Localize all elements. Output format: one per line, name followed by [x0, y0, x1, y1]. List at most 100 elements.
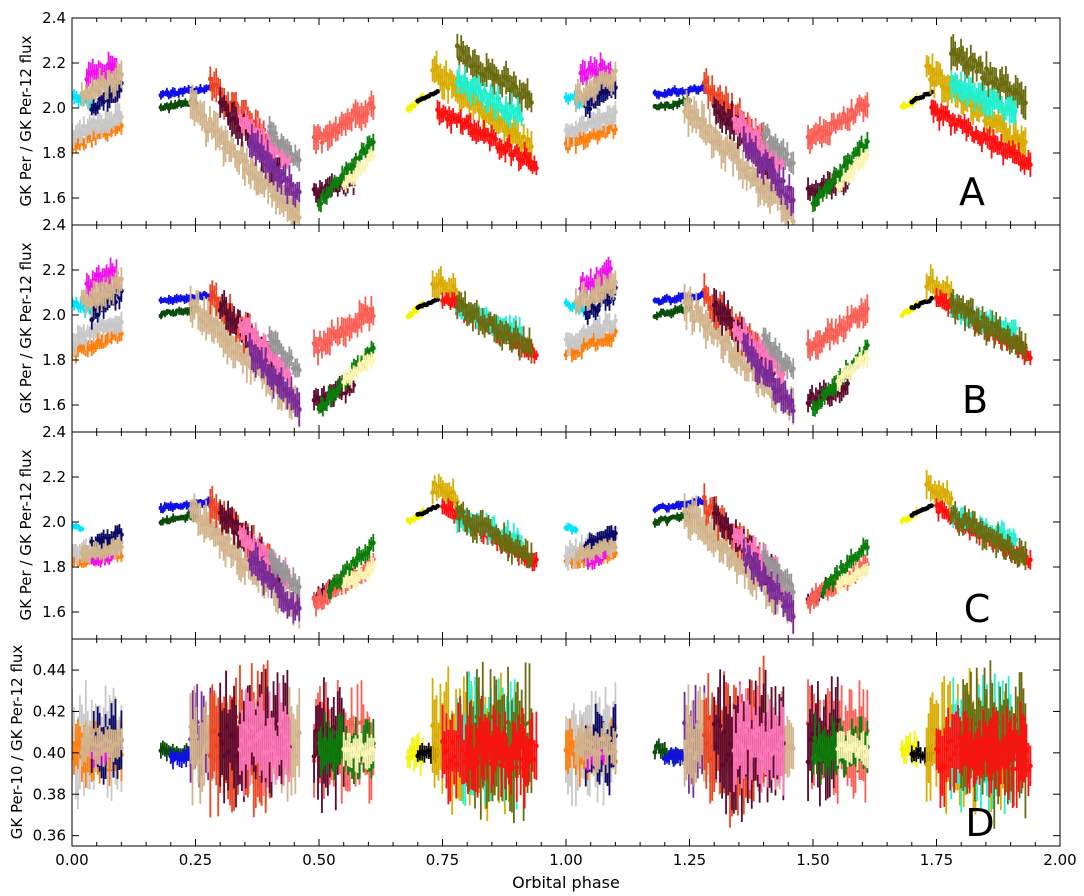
series-gray-segment: [761, 121, 796, 175]
y-tick-label: 2.2: [42, 54, 66, 72]
data-point: [445, 85, 451, 91]
data-point: [296, 406, 302, 412]
data-point: [839, 120, 845, 126]
series-tan-segment: [79, 60, 124, 109]
data-point: [119, 114, 124, 120]
data-point: [119, 276, 124, 282]
series-turquoise-segment: [454, 65, 524, 128]
series-orange-segment: [563, 117, 618, 154]
data-point: [263, 357, 269, 363]
data-point: [851, 169, 856, 175]
data-point: [613, 279, 618, 285]
series-tan-segment: [573, 61, 618, 113]
y-tick-label: 2.0: [42, 99, 66, 117]
y-axis-label: GK Per / GK Per-12 flux: [17, 35, 35, 206]
data-point: [820, 192, 826, 198]
series-yellow-segment: [899, 93, 920, 111]
data-point: [607, 299, 612, 305]
data-point: [746, 165, 752, 171]
data-point: [853, 111, 858, 117]
data-point: [864, 139, 870, 145]
series-black-segment: [415, 89, 440, 104]
data-point: [713, 300, 719, 306]
series-black-segment: [909, 89, 934, 105]
series-gray-segment: [267, 115, 302, 172]
data-point: [790, 366, 796, 372]
series-purple-segment: [247, 332, 302, 427]
series-salmon-segment: [805, 92, 870, 154]
data-point: [261, 185, 267, 191]
data-point: [119, 72, 124, 77]
series-gray-segment: [267, 325, 302, 378]
data-point: [519, 116, 524, 122]
data-point: [780, 178, 786, 184]
series-olive-segment: [948, 33, 1028, 120]
series-cream-segment: [341, 146, 376, 193]
data-point: [521, 134, 527, 140]
series-tan-segment: [79, 267, 124, 318]
series-darkgreen-segment: [652, 95, 692, 111]
data-point: [1027, 355, 1033, 361]
series-cream-segment: [835, 148, 870, 194]
data-point: [493, 136, 499, 142]
series-silver-segment: [72, 101, 124, 149]
data-point: [286, 371, 292, 377]
data-point: [351, 163, 357, 169]
data-point: [929, 295, 934, 301]
y-tick-label: 1.8: [42, 144, 66, 162]
data-point: [822, 394, 828, 400]
data-point: [370, 313, 376, 319]
series-purple-segment: [247, 124, 302, 208]
data-point: [370, 139, 376, 145]
data-point: [1027, 162, 1033, 168]
panel-b-data: [72, 256, 1033, 428]
series-green-segment: [810, 131, 870, 213]
data-point: [790, 219, 796, 225]
data-point: [296, 215, 302, 220]
panel-a: 1.6 1.8 2.0 2.2 2.4 GK Per / GK Per-12 flux A: [17, 9, 1061, 226]
panel-a-data: [72, 33, 1033, 225]
data-point: [529, 348, 534, 354]
data-point: [411, 103, 417, 109]
data-point: [370, 345, 376, 351]
series-purple-segment: [741, 126, 796, 217]
data-point: [273, 130, 278, 136]
series-cream-segment: [835, 349, 870, 393]
series-olive-segment: [454, 291, 534, 364]
data-point: [370, 105, 376, 110]
data-point: [119, 331, 124, 337]
data-point: [790, 408, 796, 414]
series-turquoise-segment: [948, 71, 1018, 126]
data-point: [435, 89, 440, 94]
data-point: [757, 135, 763, 140]
data-point: [864, 342, 870, 348]
data-point: [73, 300, 79, 305]
data-point: [207, 116, 213, 122]
series-salmon-segment: [311, 295, 376, 366]
panel-b: 1.61.82.02.22.4GK Per / GK Per-12 flux B: [17, 216, 1061, 433]
series-purple-segment: [741, 332, 796, 424]
series-blue-segment: [158, 83, 213, 100]
series-yellow-segment: [405, 300, 426, 320]
data-point: [529, 100, 534, 105]
data-point: [244, 158, 250, 164]
data-point: [1023, 100, 1028, 106]
data-point: [608, 266, 613, 271]
series-silver-segment: [563, 101, 618, 147]
data-point: [370, 153, 376, 158]
data-point: [288, 355, 294, 361]
data-point: [769, 371, 774, 377]
data-point: [613, 109, 618, 115]
data-point: [296, 367, 302, 373]
data-point: [370, 357, 376, 362]
data-point: [864, 306, 870, 312]
data-point: [1013, 108, 1018, 114]
data-point: [119, 319, 124, 325]
data-point: [73, 94, 79, 100]
y-tick-label: 2.4: [42, 9, 66, 27]
data-point: [529, 144, 534, 149]
data-point: [296, 189, 302, 195]
data-point: [790, 197, 796, 203]
series-black-segment: [909, 295, 934, 311]
series-green-segment: [316, 133, 376, 213]
